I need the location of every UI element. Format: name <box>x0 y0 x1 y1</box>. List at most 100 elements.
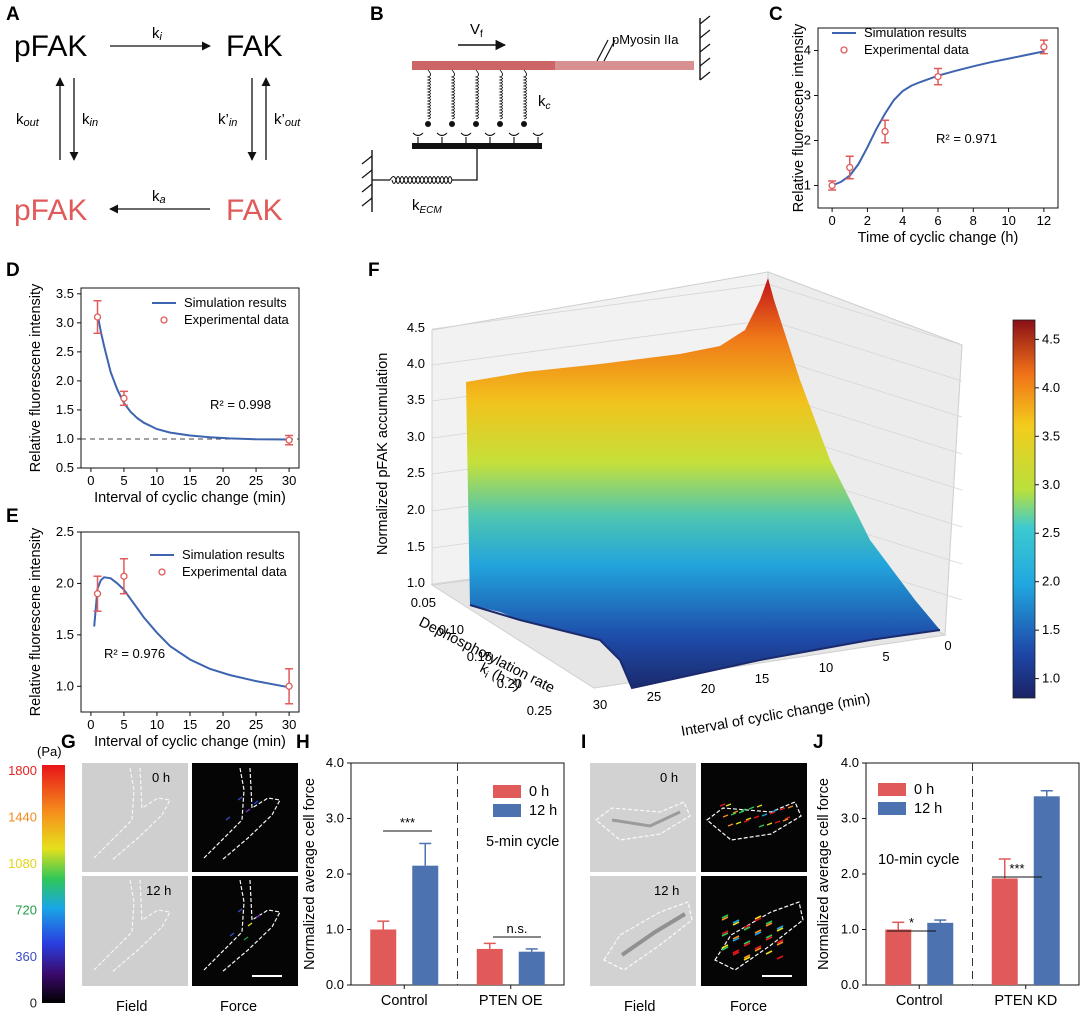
k-tick-label-3: 0.20 <box>497 676 522 691</box>
g-vector-2 <box>225 816 231 821</box>
i-force-vectors <box>719 803 794 961</box>
i-vector-a-23 <box>738 810 745 814</box>
panel-g-images: 0 h 12 h Field Force <box>82 763 298 1015</box>
i-vector-a-5 <box>784 816 791 820</box>
k-tick-label-4: 0.25 <box>527 703 552 718</box>
panel-i-images: 0 h 12 h Field Force <box>590 763 807 1015</box>
x-axis-label: Time of cyclic change (h) <box>858 230 1019 246</box>
i-vector-b-1 <box>732 919 740 924</box>
legend-exp-text: Experimental data <box>864 42 970 57</box>
sig-label-1: n.s. <box>507 921 528 936</box>
y-tick-label-1: 2 <box>804 133 811 148</box>
clutch-spring-1 <box>450 69 455 120</box>
y-axis-label: Normalized average cell force <box>302 778 318 970</box>
k-tick-label-0: 0.05 <box>411 595 436 610</box>
t-tick-label-6: 0 <box>944 638 951 653</box>
x-tick-label-5: 10 <box>1001 213 1015 228</box>
y-tick-label-1: 1.0 <box>326 922 344 937</box>
y-axis-label: Relative fluorescene intensity <box>28 527 44 716</box>
chart-f-surface: 1.0 1.5 2.0 2.5 3.0 3.5 4.0 4.5 0.050.100.15 0.20… <box>375 271 1060 740</box>
chart-h: 0.0 1.0 2.0 3.0 4.0 Control PTEN OE *** n.s. 0 h 1… <box>302 755 565 1009</box>
exp-point-0 <box>93 313 102 321</box>
k-tick-label-2: 0.15 <box>467 649 492 664</box>
label-kecm: kECM <box>412 197 442 216</box>
bar-0-1 <box>927 922 954 985</box>
legend-12h-swatch <box>878 802 906 815</box>
i-vector-b-3 <box>754 929 762 934</box>
cb-tick-label-5: 3.5 <box>1042 428 1060 443</box>
i-vector-b-9 <box>754 915 762 920</box>
t-tick-label-5: 5 <box>882 649 889 664</box>
sim-line <box>831 50 1045 187</box>
z-grid-side-5 <box>767 355 963 418</box>
i-vector-b-13 <box>732 935 740 940</box>
pa-tick-1: 1440 <box>8 810 37 825</box>
x-tick-label-6: 30 <box>282 717 296 732</box>
y-tick-label-1: 1.0 <box>841 922 859 937</box>
i-vector-b-31 <box>732 937 740 942</box>
z-tick-label-1: 1.5 <box>407 539 425 554</box>
legend-exp-marker <box>158 568 166 576</box>
myosin-link <box>596 39 616 62</box>
i-vector-a-0 <box>719 803 726 807</box>
x-axis-label: Interval of cyclic change (min) <box>94 734 286 750</box>
i-label-12h: 12 h <box>654 883 679 898</box>
clutch-head-3 <box>497 121 503 127</box>
g-vector-6 <box>229 932 235 937</box>
g-label-0h: 0 h <box>152 770 170 785</box>
clutch-head-2 <box>473 121 479 127</box>
integrin-5 <box>532 132 544 143</box>
i-vector-a-11 <box>722 814 729 818</box>
g-force-0h <box>192 763 298 872</box>
surface <box>466 278 940 688</box>
z-tick-label-6: 4.0 <box>407 356 425 371</box>
y-tick-label-1: 1.5 <box>56 627 74 642</box>
clutch-spring-2 <box>474 69 479 120</box>
i-vector-a-14 <box>761 813 768 817</box>
r2-label: R² = 0.998 <box>210 397 271 412</box>
y-tick-label-3: 4 <box>804 43 811 58</box>
pa-colorbar: (Pa) 1800 1440 1080 720 360 0 <box>8 744 65 1011</box>
cycle-label: 5-min cycle <box>486 834 559 850</box>
label-kc: kc <box>538 93 551 112</box>
exp-point-1 <box>846 163 854 172</box>
x-tick-label-1: 5 <box>120 473 127 488</box>
integrin-0 <box>412 132 424 143</box>
i-vector-b-29 <box>776 927 784 932</box>
i-vector-b-27 <box>754 917 762 922</box>
integrin-1 <box>436 132 448 143</box>
i-vector-b-19 <box>732 921 740 926</box>
y-tick-label-2: 2.0 <box>841 866 859 881</box>
cycle-label: 10-min cycle <box>878 852 959 868</box>
i-vector-a-12 <box>735 821 742 825</box>
t-tick-label-1: 25 <box>647 689 661 704</box>
pa-unit: (Pa) <box>37 744 62 759</box>
clutch-springs <box>412 69 544 143</box>
x-tick-label-1: 5 <box>120 717 127 732</box>
exp-point-0 <box>93 590 102 598</box>
pa-ticks: 1800 1440 1080 720 360 0 <box>8 763 37 1011</box>
legend-exp-marker <box>840 46 848 54</box>
surface-edge <box>469 604 941 690</box>
i-vector-b-5 <box>776 939 784 944</box>
i-vector-a-19 <box>756 804 763 808</box>
y-tick-label-0: 0.0 <box>326 977 344 992</box>
pa-tick-2: 1080 <box>8 856 37 871</box>
x-tick-label-4: 20 <box>216 717 230 732</box>
exp-point-2 <box>285 682 293 690</box>
y-tick-label-2: 3 <box>804 88 811 103</box>
cb-tick-label-3: 2.5 <box>1042 525 1060 540</box>
i-vector-b-33 <box>754 947 762 952</box>
x-tick-label-2: 10 <box>150 473 164 488</box>
bar-0-0 <box>885 929 912 985</box>
cb-tick-label-1: 1.5 <box>1042 622 1060 637</box>
i-vector-a-3 <box>758 824 765 828</box>
y-tick-label-2: 2.0 <box>326 866 344 881</box>
pa-tick-4: 360 <box>15 949 37 964</box>
i-vector-a-7 <box>740 808 747 812</box>
i-vector-b-22 <box>765 936 773 941</box>
x-tick-label-3: 6 <box>934 213 941 228</box>
t-tick-label-0: 30 <box>593 697 607 712</box>
z-tick-label-3: 2.5 <box>407 465 425 480</box>
sig-label-1: *** <box>1009 861 1024 876</box>
